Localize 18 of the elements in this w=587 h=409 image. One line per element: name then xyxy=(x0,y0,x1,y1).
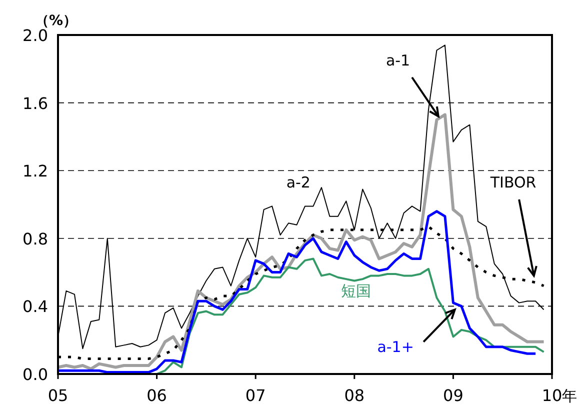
y-tick-label: 0.8 xyxy=(22,229,48,248)
x-tick-label: 05 xyxy=(48,386,68,405)
text: a-1+ xyxy=(377,338,414,356)
x-tick-label: 08 xyxy=(344,386,365,405)
y-tick-label: 0.4 xyxy=(22,297,48,316)
x-tick-label: 07 xyxy=(245,386,266,405)
x-axis-title: 年 xyxy=(562,387,577,405)
text: a-1 xyxy=(386,52,410,70)
text: TIBOR xyxy=(489,174,536,192)
y-tick-label: 1.6 xyxy=(22,94,48,113)
y-tick-label: 1.2 xyxy=(22,162,48,181)
x-tick-label: 10 xyxy=(542,386,562,405)
x-tick-label: 09 xyxy=(443,386,464,405)
y-tick-label: 0.0 xyxy=(22,365,48,384)
y-axis-title: （%） xyxy=(34,13,78,29)
x-tick-label: 06 xyxy=(146,386,167,405)
series-label: a-2 xyxy=(286,174,310,192)
series-label: 短国 xyxy=(341,282,372,300)
